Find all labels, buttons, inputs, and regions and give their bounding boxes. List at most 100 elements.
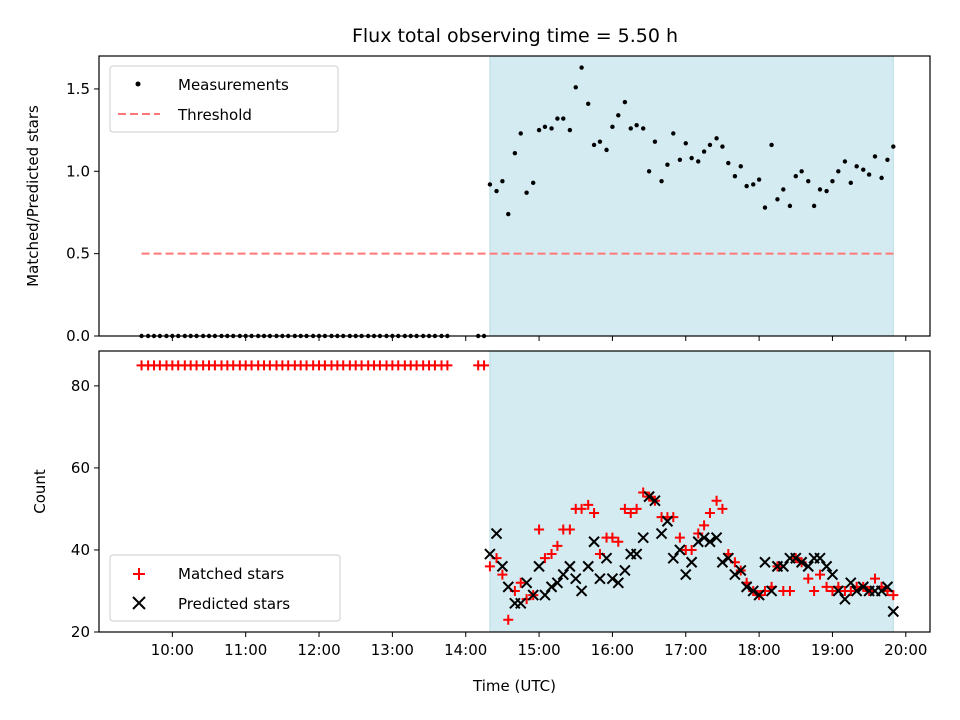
x-tick-label: 19:00 — [811, 641, 854, 659]
measurement-point — [494, 188, 499, 194]
predicted-star-point — [790, 552, 802, 564]
matched-star-point — [631, 503, 642, 514]
predicted-star-point — [674, 544, 686, 556]
matched-star-point — [539, 553, 550, 564]
y-tick-label: 20 — [71, 623, 90, 641]
measurement-point — [634, 122, 639, 128]
matched-star-point — [625, 508, 636, 519]
measurement-point — [885, 157, 890, 162]
matched-star-point — [564, 524, 575, 535]
measurement-point — [622, 99, 628, 105]
predicted-star-point — [557, 568, 569, 581]
predicted-star-point — [857, 581, 869, 593]
measurement-point — [512, 150, 518, 156]
predicted-star-point — [649, 495, 661, 507]
chart-title: Flux total observing time = 5.50 h — [352, 25, 678, 47]
measurement-point — [720, 144, 725, 149]
measurement-point — [542, 124, 548, 130]
matched-star-point — [619, 503, 630, 514]
measurement-point — [597, 139, 603, 144]
matched-star-point — [479, 360, 490, 371]
predicted-star-point — [539, 589, 551, 601]
measurement-point — [677, 157, 683, 162]
predicted-star-point — [655, 527, 668, 540]
measurement-point — [854, 164, 859, 169]
measurement-point — [848, 180, 853, 186]
measurement-point — [671, 131, 676, 136]
predicted-star-point — [820, 560, 833, 573]
measurement-point — [604, 147, 609, 153]
y-tick-label: 1.5 — [66, 80, 90, 98]
matched-star-point — [869, 573, 880, 584]
predicted-star-point — [619, 564, 631, 577]
matched-star-point — [845, 585, 856, 596]
y-axis-label: Matched/Predicted stars — [24, 105, 42, 287]
measurement-point — [817, 187, 823, 192]
predicted-star-point — [729, 568, 741, 581]
matched-star-point — [607, 532, 618, 543]
matched-star-point — [827, 585, 838, 596]
panel-frame — [98, 350, 931, 633]
predicted-star-point — [667, 552, 679, 564]
predicted-star-point — [826, 568, 839, 581]
matched-star-point — [759, 585, 770, 596]
predicted-star-point — [740, 581, 753, 593]
matched-star-point — [809, 585, 820, 596]
x-tick-label: 14:00 — [444, 641, 487, 659]
measurement-point — [561, 116, 566, 121]
matched-star-point — [484, 561, 495, 572]
matched-star-point — [552, 540, 563, 551]
predicted-star-point — [685, 556, 698, 568]
predicted-star-point — [588, 536, 600, 548]
matched-star-point — [686, 544, 697, 555]
legend-box — [109, 554, 341, 622]
measurement-point — [641, 126, 646, 131]
measurement-point — [689, 155, 694, 161]
predicted-star-point — [777, 560, 790, 573]
predicted-star-point — [496, 560, 509, 573]
measurement-point — [536, 127, 542, 133]
legend-predicted-marker — [132, 596, 146, 610]
measurement-point — [891, 144, 896, 149]
measurement-point — [726, 160, 731, 166]
x-tick-label: 16:00 — [591, 641, 634, 659]
measurement-point — [775, 197, 780, 202]
measurement-point — [549, 126, 554, 131]
y-tick-label: 40 — [71, 541, 90, 559]
measurement-point — [756, 177, 762, 182]
predicted-star-point — [612, 577, 624, 589]
measurement-point — [610, 124, 615, 130]
predicted-star-point — [875, 585, 888, 597]
predicted-star-point — [606, 572, 619, 585]
predicted-star-point — [520, 577, 533, 589]
measurement-point — [836, 169, 841, 174]
legend-predicted-label: Predicted stars — [178, 595, 290, 613]
predicted-star-point — [814, 552, 826, 564]
x-tick-label: 11:00 — [224, 641, 267, 659]
measurement-point — [586, 101, 591, 106]
predicted-star-point — [832, 585, 845, 597]
legend-threshold-label: Threshold — [177, 106, 252, 124]
matched-star-point — [638, 487, 649, 498]
matched-star-point — [711, 495, 722, 506]
measurement-point — [506, 211, 511, 217]
measurement-point — [555, 116, 560, 121]
panel-1: 0.0 0.5 1.0 1.5 Matched/Predicted stars — [24, 55, 931, 345]
y-tick-label: 80 — [71, 377, 90, 395]
measurement-point — [738, 164, 743, 169]
measurement-point — [879, 175, 884, 181]
predicted-star-point — [887, 605, 900, 618]
predicted-star-point — [692, 536, 704, 548]
matched-star-point — [821, 581, 832, 592]
measurement-point — [659, 178, 664, 184]
legend-matched-label: Matched stars — [178, 565, 284, 583]
measurement-point — [500, 178, 505, 184]
measurement-point — [487, 182, 493, 187]
measurement-point — [579, 65, 584, 70]
matched-star-point — [888, 590, 899, 601]
predicted-star-point — [881, 581, 894, 593]
measurement-point — [806, 178, 811, 184]
predicted-star-point — [630, 548, 643, 560]
matched-star-point — [546, 549, 557, 560]
predicted-star-point — [600, 552, 613, 564]
